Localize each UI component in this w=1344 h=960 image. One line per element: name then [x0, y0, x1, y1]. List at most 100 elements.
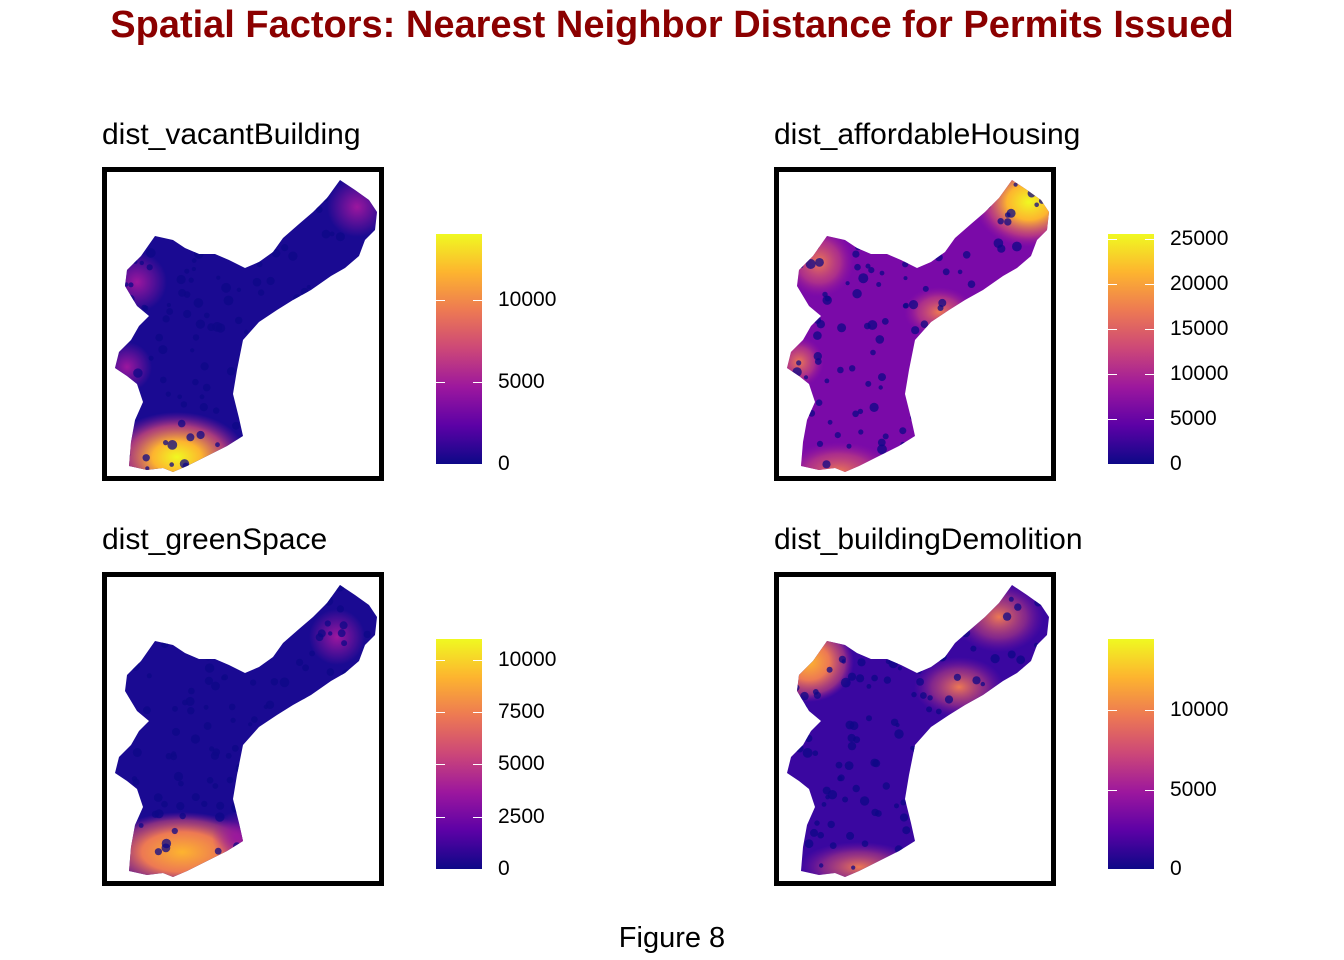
permit-point [126, 294, 135, 304]
permit-point [916, 678, 924, 686]
permit-point [214, 231, 222, 239]
permit-point [796, 429, 802, 435]
permit-point [279, 677, 290, 688]
permit-point [815, 258, 824, 267]
permit-point [800, 691, 809, 701]
permit-point [793, 295, 798, 300]
permit-point [326, 668, 335, 676]
permit-point [990, 345, 999, 354]
permit-point [856, 674, 865, 683]
permit-point [355, 294, 364, 303]
permit-point [847, 741, 857, 751]
permit-point [811, 222, 819, 230]
permit-point [1019, 464, 1029, 472]
permit-point [226, 462, 234, 470]
permit-point [879, 270, 885, 276]
permit-point [339, 621, 348, 630]
permit-point [846, 443, 852, 449]
permit-point [944, 695, 954, 704]
permit-point [817, 831, 824, 839]
permit-point [284, 729, 292, 738]
permit-point [296, 801, 304, 809]
permit-point [870, 349, 876, 356]
permit-point [336, 605, 344, 613]
permit-point [270, 803, 276, 809]
permit-point [986, 814, 994, 822]
permit-point [314, 847, 321, 854]
permit-point [859, 796, 870, 806]
permit-point [937, 653, 946, 662]
permit-point [177, 394, 182, 400]
permit-point [802, 704, 808, 710]
permit-point [248, 386, 258, 396]
permit-point [855, 588, 865, 597]
permit-point [855, 627, 862, 634]
permit-point [1021, 667, 1027, 674]
permit-point [316, 206, 323, 213]
permit-point [1017, 866, 1024, 873]
legend-tick-mark [1145, 374, 1154, 375]
permit-point [815, 399, 823, 406]
permit-point [201, 800, 208, 807]
permit-point [845, 281, 850, 286]
permit-point [177, 419, 186, 428]
permit-point [268, 738, 274, 743]
permit-point [1020, 293, 1029, 303]
panel-title-vacant-building: dist_vacantBuilding [102, 118, 361, 151]
permit-point [967, 206, 977, 215]
legend-tick-mark [1145, 329, 1154, 330]
permit-point [911, 326, 920, 335]
permit-point [793, 684, 800, 691]
permit-point [341, 669, 351, 679]
permit-point [826, 189, 833, 196]
permit-point [165, 753, 173, 760]
permit-point [982, 200, 992, 210]
legend-tick-mark [436, 869, 445, 870]
permit-point [232, 421, 240, 430]
permit-point [248, 722, 253, 727]
permit-point [260, 599, 267, 606]
permit-point [1027, 189, 1036, 198]
permit-point [817, 192, 824, 199]
permit-point [813, 352, 822, 361]
permit-point [315, 763, 325, 772]
permit-point [212, 783, 219, 789]
permit-point [901, 193, 907, 198]
permit-point [314, 593, 321, 600]
permit-point [273, 350, 283, 360]
legend-tick-mark [1108, 374, 1117, 375]
permit-point [307, 835, 317, 844]
permit-point [966, 593, 971, 598]
permit-point [192, 378, 199, 386]
permit-point [283, 615, 291, 623]
permit-point [324, 620, 331, 627]
permit-point [214, 847, 222, 855]
permit-point [966, 843, 974, 851]
permit-point [300, 309, 307, 317]
legend-tick-mark [1108, 790, 1117, 791]
permit-point [275, 617, 283, 626]
permit-point [153, 793, 163, 802]
permit-point [124, 468, 131, 472]
permit-point [950, 380, 957, 387]
permit-point [228, 703, 236, 711]
permit-point [878, 385, 883, 390]
permit-point [199, 403, 208, 412]
permit-point [285, 409, 295, 420]
permit-point [871, 674, 878, 682]
legend-tick-label: 20000 [1170, 272, 1229, 295]
permit-point [145, 466, 150, 471]
permit-point [161, 640, 169, 649]
permit-point [810, 828, 818, 837]
permit-point [912, 745, 923, 755]
permit-point [132, 748, 142, 757]
permit-point [869, 402, 879, 412]
permit-point [317, 381, 325, 389]
permit-point [204, 676, 213, 685]
permit-point [941, 206, 949, 214]
permit-point [815, 632, 825, 642]
permit-point [119, 847, 126, 853]
permit-point [903, 276, 908, 281]
permit-point [365, 683, 374, 692]
permit-point [1007, 402, 1016, 410]
